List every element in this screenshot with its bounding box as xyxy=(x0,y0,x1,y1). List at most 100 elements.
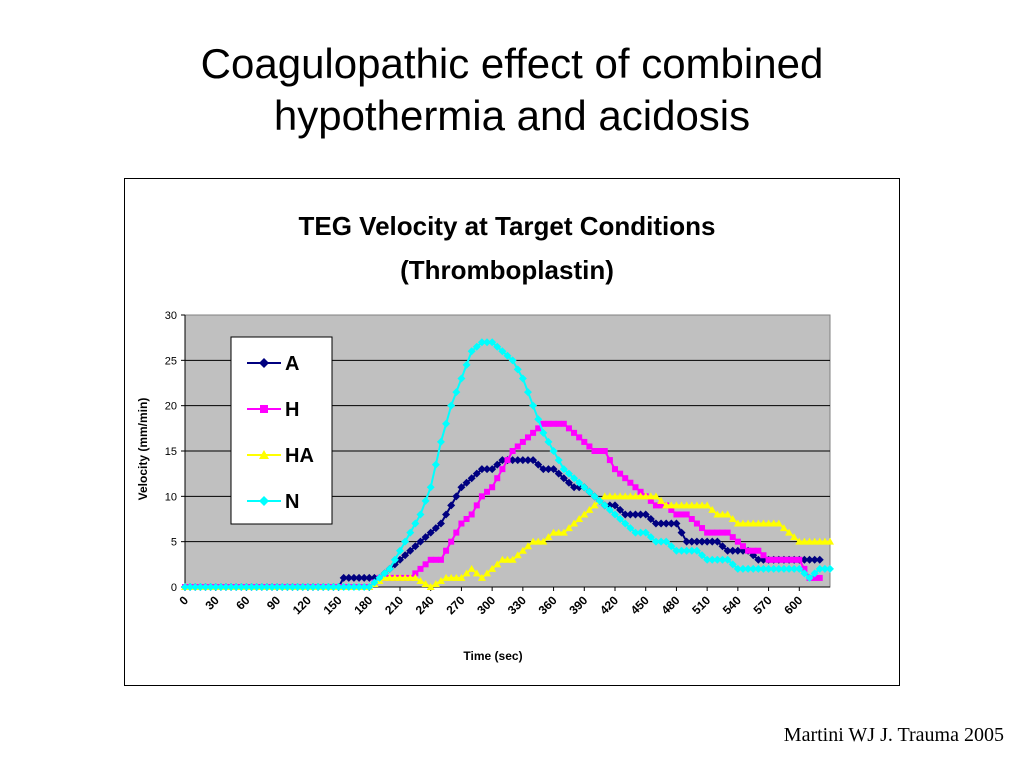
series-a-point-64 xyxy=(508,456,517,465)
series-h-point-101 xyxy=(699,525,706,532)
series-n-point-48 xyxy=(426,483,435,492)
series-h-point-76 xyxy=(571,429,578,436)
x-tick-label-480: 480 xyxy=(658,593,682,617)
series-n-point-20 xyxy=(283,583,292,591)
series-h-point-51 xyxy=(443,547,450,554)
x-tick-label-330: 330 xyxy=(505,593,529,617)
series-a-point-59 xyxy=(483,465,492,474)
series-a-point-96 xyxy=(672,519,681,528)
series-ha-point-79 xyxy=(585,505,594,513)
series-a-point-48 xyxy=(426,528,435,537)
series-h-point-88 xyxy=(632,484,639,491)
series-n-point-53 xyxy=(452,388,461,397)
series-a-point-98 xyxy=(682,537,691,546)
citation: Martini WJ J. Trauma 2005 xyxy=(783,724,1004,746)
series-a-point-46 xyxy=(416,537,425,546)
series-n-point-116 xyxy=(774,564,783,573)
series-a-point-84 xyxy=(611,501,619,510)
series-n-point-28 xyxy=(324,583,333,591)
series-h-point-109 xyxy=(739,543,746,550)
series-n-point-54 xyxy=(457,374,466,383)
series-a-point-56 xyxy=(467,474,476,483)
series-a-point-100 xyxy=(692,537,701,546)
series-ha-point-45 xyxy=(411,573,420,581)
series-h-point-72 xyxy=(550,420,557,427)
y-axis-label: Velocity (mm/min) xyxy=(136,398,150,501)
series-n-point-97 xyxy=(677,546,686,555)
series-n-point-44 xyxy=(406,528,415,537)
series-ha-point-47 xyxy=(421,579,430,587)
series-n-point-62 xyxy=(498,347,507,356)
series-a-point-69 xyxy=(534,460,543,469)
series-ha-point-115 xyxy=(769,519,778,527)
series-h-point-81 xyxy=(596,448,603,454)
series-a-point-101 xyxy=(698,537,707,546)
series-h-point-59 xyxy=(484,488,491,495)
series-ha-point-92 xyxy=(651,492,660,500)
series-a-point-99 xyxy=(687,537,696,546)
series-n-point-34 xyxy=(355,583,364,591)
series-ha-point-74 xyxy=(559,528,568,536)
series-h-point-61 xyxy=(494,475,501,482)
series-n-point-40 xyxy=(385,564,394,573)
x-tick-label-180: 180 xyxy=(351,593,375,617)
series-a-point-94 xyxy=(662,519,671,528)
series-h-point-115 xyxy=(770,556,777,563)
series-ha-point-125 xyxy=(820,537,829,545)
series-n-point-94 xyxy=(662,537,671,546)
series-ha-point-93 xyxy=(657,496,666,504)
series-n-point-67 xyxy=(523,388,532,397)
series-n-point-106 xyxy=(723,555,732,564)
series-h-point-95 xyxy=(668,506,675,513)
series-h-point-83 xyxy=(606,457,613,464)
series-ha-point-87 xyxy=(626,492,635,500)
series-n-point-104 xyxy=(713,555,722,564)
y-tick-label-20: 20 xyxy=(165,401,177,413)
series-ha-point-57 xyxy=(472,569,481,577)
series-ha-point-94 xyxy=(662,501,671,509)
x-tick-label-90: 90 xyxy=(264,593,284,613)
series-ha-point-118 xyxy=(785,528,794,536)
series-n-point-75 xyxy=(564,469,573,478)
series-ha-point-98 xyxy=(682,501,691,509)
series-n-point-107 xyxy=(728,560,737,569)
legend-marker-n xyxy=(259,496,269,506)
series-a-point-68 xyxy=(529,456,538,465)
series-h-point-55 xyxy=(463,516,470,522)
series-h-point-86 xyxy=(622,475,629,482)
series-n-point-101 xyxy=(698,551,707,560)
series-ha-point-96 xyxy=(672,501,681,509)
series-n-point-33 xyxy=(349,583,358,591)
series-h-point-103 xyxy=(709,529,716,536)
y-tick-label-5: 5 xyxy=(171,537,177,549)
series-n-point-26 xyxy=(314,583,323,591)
series-a-point-55 xyxy=(462,478,471,487)
series-n-point-7 xyxy=(216,583,225,591)
series-n-point-35 xyxy=(360,583,369,591)
series-n-point-113 xyxy=(759,564,768,573)
series-n-point-71 xyxy=(544,437,553,446)
chart-title-line-1: TEG Velocity at Target Conditions xyxy=(298,211,715,241)
series-a-point-107 xyxy=(728,546,737,555)
series-a-point-33 xyxy=(349,573,358,582)
series-h-point-84 xyxy=(612,466,618,473)
series-n-point-69 xyxy=(534,415,543,424)
series-n-point-56 xyxy=(467,347,476,356)
series-h-point-106 xyxy=(724,529,731,536)
series-n-point-24 xyxy=(303,583,312,591)
series-h-point-114 xyxy=(765,556,772,563)
series-a-point-104 xyxy=(713,537,722,546)
series-a-point-37 xyxy=(370,573,379,582)
series-h-point-69 xyxy=(535,425,542,432)
legend-box xyxy=(230,336,333,525)
series-a-point-106 xyxy=(723,546,732,555)
series-ha-point-86 xyxy=(621,492,630,500)
series-n-point-57 xyxy=(472,342,481,351)
slide-title-line-1: Coagulopathic effect of combined xyxy=(200,40,824,87)
series-a-point-103 xyxy=(708,537,717,546)
series-n-point-126 xyxy=(826,564,834,573)
x-axis-label: Time (sec) xyxy=(463,649,522,663)
series-n-point-105 xyxy=(718,555,727,564)
series-h-point-79 xyxy=(586,443,593,450)
series-a-point-97 xyxy=(677,528,686,537)
